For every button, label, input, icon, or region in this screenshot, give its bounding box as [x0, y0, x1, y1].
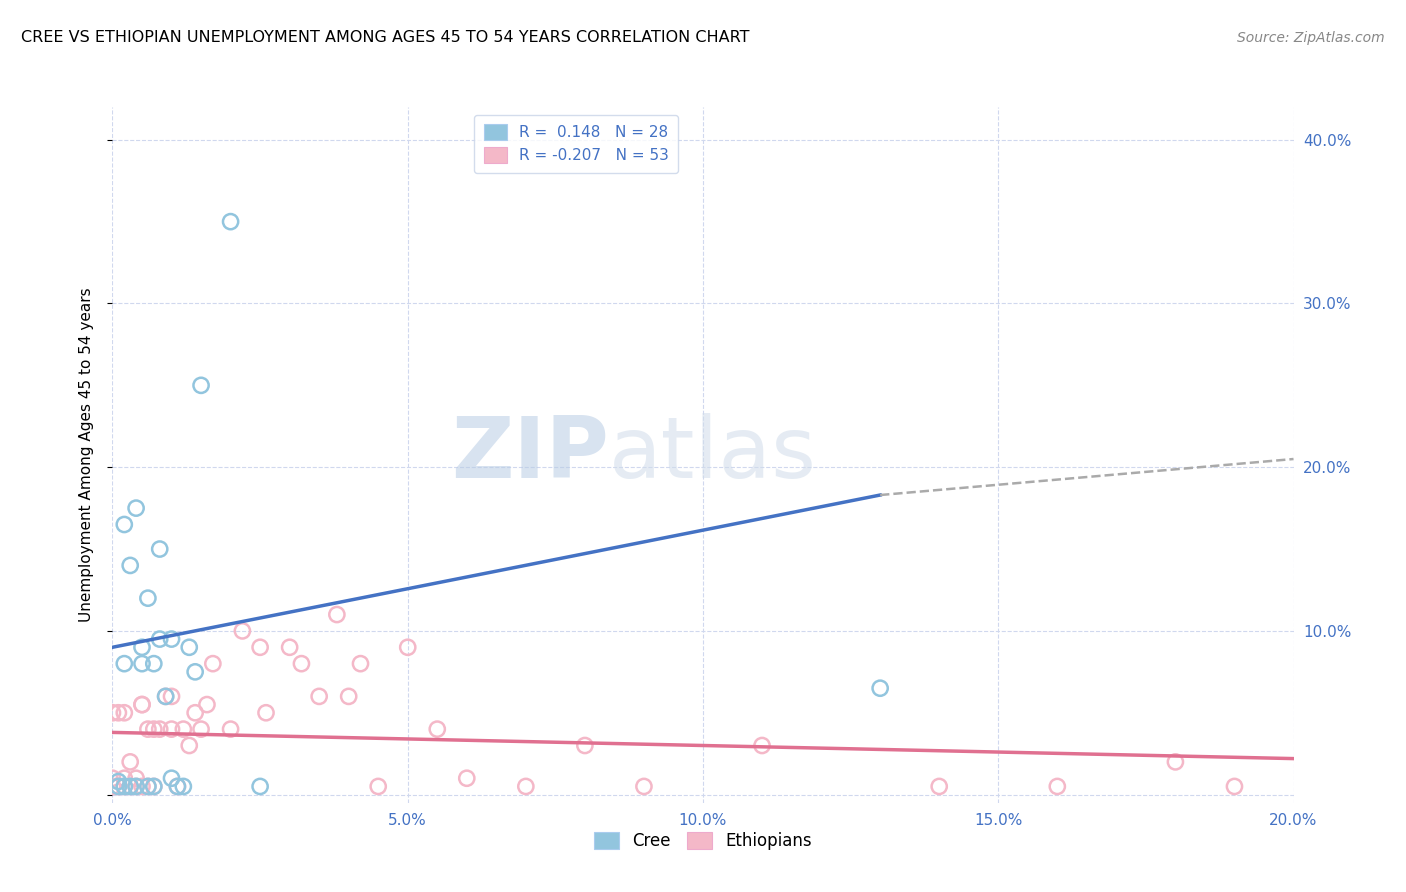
Point	[136, 591, 159, 606]
Point	[136, 722, 159, 736]
Point	[149, 632, 172, 646]
Text: CREE VS ETHIOPIAN UNEMPLOYMENT AMONG AGES 45 TO 54 YEARS CORRELATION CHART: CREE VS ETHIOPIAN UNEMPLOYMENT AMONG AGE…	[21, 29, 749, 45]
Y-axis label: Unemployment Among Ages 45 to 54 years: Unemployment Among Ages 45 to 54 years	[79, 287, 94, 623]
Point	[149, 542, 172, 557]
Point	[112, 771, 135, 785]
Point	[249, 640, 271, 655]
Point	[107, 780, 129, 794]
Point	[136, 780, 159, 794]
Point	[107, 780, 129, 794]
Point	[1046, 780, 1069, 794]
Point	[107, 780, 129, 794]
Point	[160, 771, 183, 785]
Point	[155, 690, 177, 704]
Point	[112, 657, 135, 671]
Point	[308, 690, 330, 704]
Point	[219, 722, 242, 736]
Point	[326, 607, 349, 622]
Point	[125, 771, 148, 785]
Point	[131, 698, 153, 712]
Point	[515, 780, 537, 794]
Point	[142, 780, 165, 794]
Point	[201, 657, 224, 671]
Point	[172, 780, 194, 794]
Point	[1223, 780, 1246, 794]
Point	[101, 780, 124, 794]
Point	[426, 722, 449, 736]
Point	[290, 657, 312, 671]
Point	[254, 706, 277, 720]
Point	[125, 780, 148, 794]
Point	[633, 780, 655, 794]
Point	[160, 690, 183, 704]
Point	[131, 640, 153, 655]
Point	[160, 722, 183, 736]
Point	[456, 771, 478, 785]
Point	[107, 706, 129, 720]
Point	[142, 722, 165, 736]
Text: ZIP: ZIP	[451, 413, 609, 497]
Point	[120, 558, 142, 573]
Point	[112, 706, 135, 720]
Point	[112, 780, 135, 794]
Point	[184, 706, 207, 720]
Point	[166, 780, 188, 794]
Point	[120, 780, 142, 794]
Point	[278, 640, 301, 655]
Point	[142, 780, 165, 794]
Point	[396, 640, 419, 655]
Point	[155, 690, 177, 704]
Point	[131, 657, 153, 671]
Point	[869, 681, 891, 696]
Point	[125, 501, 148, 516]
Point	[142, 657, 165, 671]
Legend: Cree, Ethiopians: Cree, Ethiopians	[588, 826, 818, 857]
Point	[120, 755, 142, 769]
Point	[219, 214, 242, 228]
Point	[136, 780, 159, 794]
Point	[190, 378, 212, 392]
Point	[249, 780, 271, 794]
Point	[179, 739, 201, 753]
Point	[149, 722, 172, 736]
Point	[166, 780, 188, 794]
Point	[125, 780, 148, 794]
Point	[928, 780, 950, 794]
Point	[1164, 755, 1187, 769]
Text: atlas: atlas	[609, 413, 817, 497]
Point	[112, 780, 135, 794]
Point	[337, 690, 360, 704]
Point	[172, 722, 194, 736]
Point	[131, 698, 153, 712]
Point	[101, 706, 124, 720]
Point	[190, 722, 212, 736]
Point	[107, 774, 129, 789]
Point	[101, 771, 124, 785]
Point	[349, 657, 371, 671]
Point	[184, 665, 207, 679]
Point	[231, 624, 253, 638]
Point	[160, 632, 183, 646]
Point	[112, 517, 135, 532]
Point	[120, 780, 142, 794]
Point	[179, 640, 201, 655]
Point	[751, 739, 773, 753]
Point	[131, 780, 153, 794]
Point	[367, 780, 389, 794]
Point	[195, 698, 218, 712]
Point	[574, 739, 596, 753]
Text: Source: ZipAtlas.com: Source: ZipAtlas.com	[1237, 30, 1385, 45]
